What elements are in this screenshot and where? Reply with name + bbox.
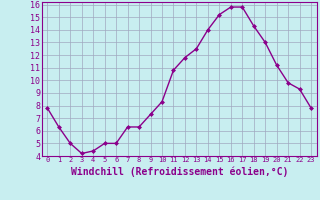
X-axis label: Windchill (Refroidissement éolien,°C): Windchill (Refroidissement éolien,°C) <box>70 166 288 177</box>
